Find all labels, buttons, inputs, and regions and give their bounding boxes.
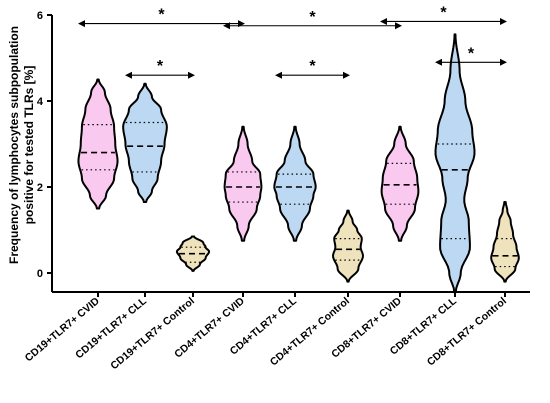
y-tick-label: 0	[37, 268, 43, 280]
significance-bracket: *	[275, 58, 350, 79]
y-axis-label: Frequency of lymphocytes subpopulation p…	[7, 26, 36, 264]
violin-body	[380, 125, 420, 242]
significance-star: *	[309, 9, 316, 26]
violin-body	[122, 82, 168, 204]
arrow-head-left	[78, 20, 85, 28]
y-axis-label-line2: positive for tested TLRs [%]	[22, 66, 36, 225]
arrow-head-right	[188, 71, 195, 79]
significance-bracket: *	[435, 45, 507, 66]
violin-5	[273, 125, 317, 242]
violin-body	[273, 125, 317, 242]
violin-8	[434, 33, 476, 294]
violin-9	[490, 201, 520, 283]
significance-star: *	[440, 4, 447, 21]
arrow-head-left	[380, 17, 387, 25]
arrow-head-right	[395, 22, 402, 30]
violin-6	[332, 209, 364, 283]
violin-body	[223, 125, 263, 242]
violin-1	[77, 78, 119, 210]
significance-bracket: *	[78, 7, 245, 28]
x-tick-label: CD19+TLR7+ Control	[108, 295, 197, 372]
significance-star: *	[157, 58, 164, 75]
violin-7	[380, 125, 420, 242]
violin-body	[332, 209, 364, 283]
violin-body	[77, 78, 119, 210]
y-tick-label: 6	[37, 10, 43, 22]
arrow-head-left	[435, 58, 442, 66]
arrow-head-right	[343, 71, 350, 79]
arrow-head-left	[125, 71, 132, 79]
violin-body	[490, 201, 520, 283]
violins	[77, 33, 520, 294]
significance-markers: * * * * * *	[78, 4, 507, 79]
significance-bracket: *	[380, 4, 507, 25]
arrow-head-left	[275, 71, 282, 79]
arrow-head-right	[500, 58, 507, 66]
violin-2	[122, 82, 168, 204]
y-axis-label-line1: Frequency of lymphocytes subpopulation	[7, 26, 21, 264]
significance-star: *	[158, 7, 165, 24]
significance-star: *	[309, 58, 316, 75]
x-tick-label: CD19+TLR7+ CVID	[23, 295, 103, 364]
significance-bracket: *	[125, 58, 195, 79]
violin-body	[434, 33, 476, 294]
y-tick-label: 2	[37, 182, 43, 194]
arrow-head-right	[500, 17, 507, 25]
y-tick-label: 4	[37, 96, 44, 108]
violin-4	[223, 125, 263, 242]
arrow-head-left	[223, 22, 230, 30]
violin-3	[175, 235, 211, 272]
significance-bracket: *	[223, 9, 402, 30]
significance-star: *	[468, 45, 475, 62]
